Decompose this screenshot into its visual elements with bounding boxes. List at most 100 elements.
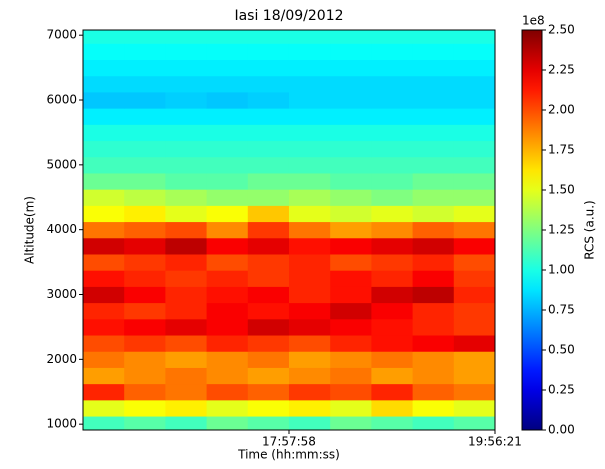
heat-cell xyxy=(412,172,455,190)
heat-cell xyxy=(453,172,496,190)
heat-cell xyxy=(330,91,372,109)
heat-cell xyxy=(330,140,372,158)
heat-cell xyxy=(83,399,125,417)
heat-cell xyxy=(165,270,208,287)
heat-cell xyxy=(288,75,331,93)
heat-cell xyxy=(124,351,166,368)
heat-cell xyxy=(371,383,414,401)
heat-cell xyxy=(453,91,496,109)
heat-cell xyxy=(453,286,496,304)
colorbar-label: RCS (a.u.) xyxy=(583,200,597,260)
heat-cell xyxy=(288,140,331,158)
heat-cell xyxy=(330,335,372,352)
heat-cell xyxy=(124,189,166,206)
heat-cell xyxy=(165,108,208,125)
heat-cell xyxy=(83,351,125,368)
heat-cell xyxy=(165,156,208,174)
heat-cell xyxy=(206,59,249,77)
heat-cell xyxy=(83,156,125,174)
heat-cell xyxy=(453,221,496,239)
heat-cell xyxy=(288,189,331,206)
heat-cell xyxy=(412,302,455,320)
heat-cell xyxy=(330,108,372,125)
heat-cell xyxy=(371,75,414,93)
heat-cell xyxy=(165,172,208,190)
heat-cell xyxy=(453,124,496,142)
heat-cell xyxy=(288,30,331,44)
heat-cell xyxy=(124,108,166,125)
heat-cell xyxy=(371,91,414,109)
heat-cell xyxy=(247,124,290,142)
heat-cell xyxy=(165,43,208,60)
heat-cell xyxy=(412,108,455,125)
heat-cell xyxy=(206,367,249,385)
heat-cell xyxy=(165,75,208,93)
heat-cell xyxy=(83,335,125,352)
heat-cell xyxy=(412,318,455,336)
heat-cell xyxy=(330,124,372,142)
heat-cell xyxy=(83,30,125,44)
heat-cell xyxy=(288,286,331,304)
heat-cell xyxy=(206,351,249,368)
chart-title: Iasi 18/09/2012 xyxy=(234,8,343,24)
heat-cell xyxy=(247,156,290,174)
heat-cell xyxy=(165,205,208,223)
colorbar-tick-label: 2.00 xyxy=(548,103,575,117)
heat-cell xyxy=(453,30,496,44)
heat-cell xyxy=(247,140,290,158)
heat-cell xyxy=(124,286,166,304)
heat-cell xyxy=(371,43,414,60)
y-tick-label: 5000 xyxy=(46,157,77,171)
heat-cell xyxy=(453,302,496,320)
heat-cell xyxy=(288,318,331,336)
heat-cell xyxy=(165,335,208,352)
heat-cell xyxy=(206,302,249,320)
heat-cell xyxy=(453,140,496,158)
heat-cell xyxy=(247,351,290,368)
heat-cell xyxy=(124,318,166,336)
heat-cell xyxy=(330,367,372,385)
heat-cell xyxy=(288,205,331,223)
heat-cell xyxy=(288,124,331,142)
heat-cell xyxy=(247,59,290,77)
colorbar-tick-label: 2.25 xyxy=(548,63,575,77)
heat-cell xyxy=(247,43,290,60)
heat-cell xyxy=(453,253,496,271)
heat-cell xyxy=(165,416,208,431)
heat-cell xyxy=(288,253,331,271)
heat-cell xyxy=(206,253,249,271)
heat-cell xyxy=(288,399,331,417)
heat-cell xyxy=(288,237,331,255)
heat-cell xyxy=(412,75,455,93)
colorbar-tick-label: 0.00 xyxy=(548,423,575,437)
colorbar-tick-label: 0.50 xyxy=(548,343,575,357)
heat-cell xyxy=(330,221,372,239)
heat-cell xyxy=(412,270,455,287)
y-tick-label: 2000 xyxy=(46,352,77,366)
heat-cell xyxy=(453,335,496,352)
heat-cell xyxy=(371,351,414,368)
heat-cell xyxy=(371,302,414,320)
heat-cell xyxy=(453,383,496,401)
heat-cell xyxy=(412,189,455,206)
heat-cell xyxy=(206,140,249,158)
heat-cell xyxy=(453,367,496,385)
y-tick-label: 7000 xyxy=(46,28,77,42)
heat-cell xyxy=(165,91,208,109)
heat-cell xyxy=(371,59,414,77)
heat-cell xyxy=(453,318,496,336)
heat-cell xyxy=(371,172,414,190)
heat-cell xyxy=(206,399,249,417)
heat-cell xyxy=(288,108,331,125)
heat-cell xyxy=(371,270,414,287)
colorbar-tick-label: 0.25 xyxy=(548,383,575,397)
heat-cell xyxy=(206,43,249,60)
heat-cell xyxy=(83,416,125,431)
heat-cell xyxy=(206,237,249,255)
heat-cell xyxy=(247,205,290,223)
heat-cell xyxy=(206,270,249,287)
x-axis-label: Time (hh:mm:ss) xyxy=(237,448,340,462)
heat-cell xyxy=(83,91,125,109)
heat-cell xyxy=(453,59,496,77)
y-axis-label: Altitude(m) xyxy=(23,196,37,264)
